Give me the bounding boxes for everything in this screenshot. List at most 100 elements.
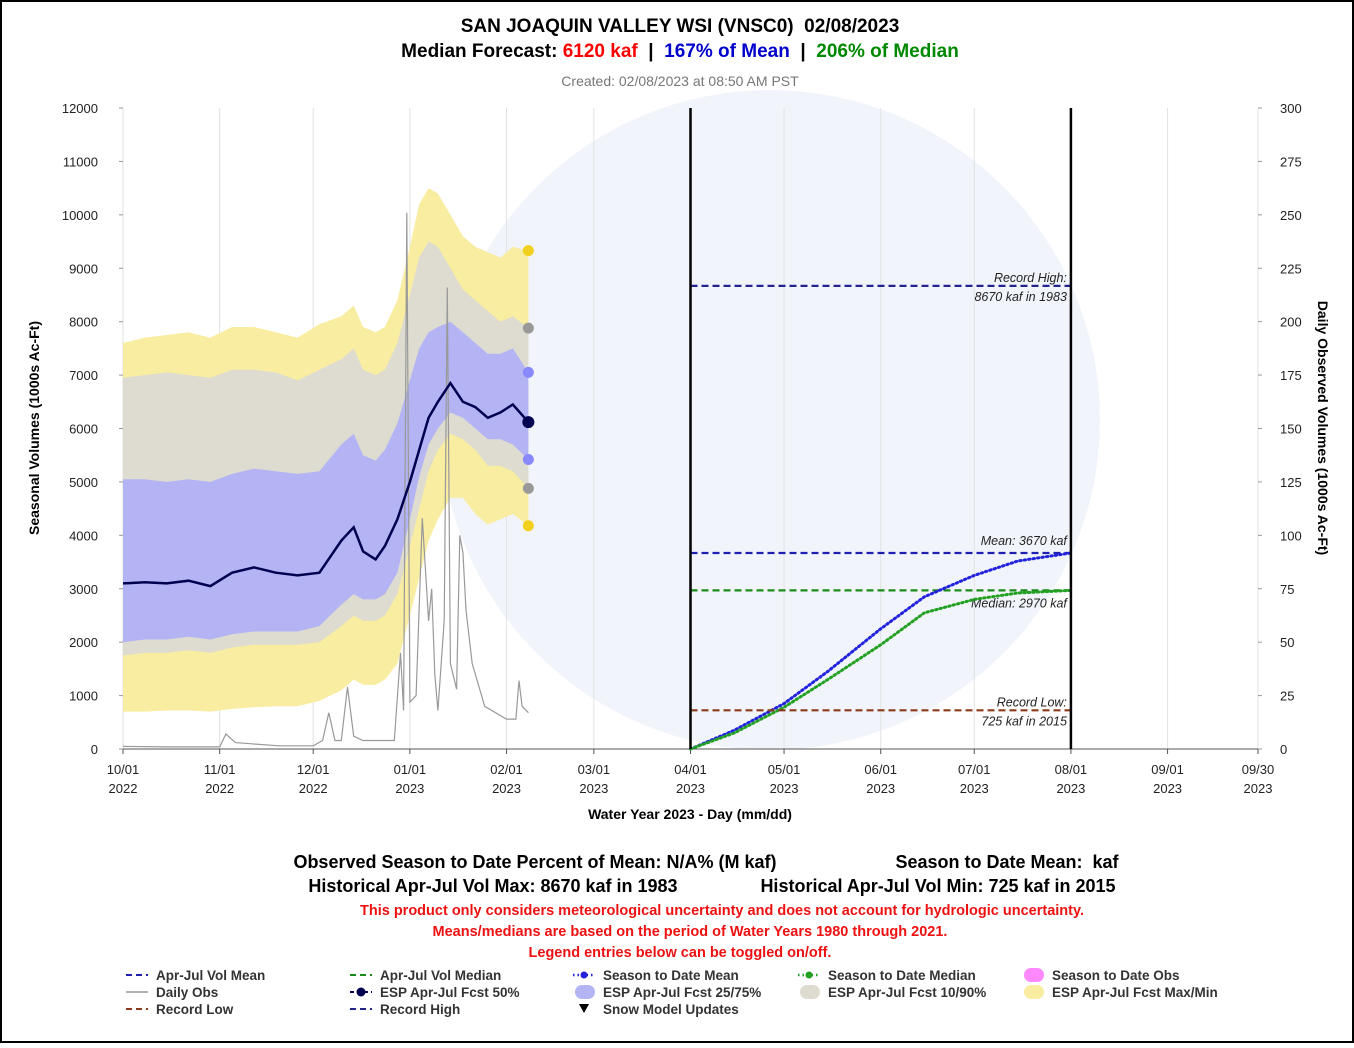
- stat-text: Historical Apr-Jul Vol Min: 725 kaf in 2…: [760, 876, 1115, 896]
- legend-item[interactable]: Apr-Jul Vol Median: [350, 968, 501, 983]
- legend-swatch: [800, 985, 820, 999]
- x-tick-label: 11/01 2022: [204, 762, 236, 796]
- legend-label[interactable]: Snow Model Updates: [603, 1002, 739, 1017]
- series-line: [689, 588, 1073, 751]
- chart-title: SAN JOAQUIN VALLEY WSI (VNSC0) 02/08/202…: [461, 16, 900, 37]
- end-dot: [522, 245, 534, 257]
- legend-label[interactable]: Daily Obs: [156, 985, 218, 1000]
- legend-item[interactable]: ESP Apr-Jul Fcst 50%: [350, 985, 520, 1000]
- y-tick-label: 4000: [69, 528, 98, 543]
- legend-swatch: [575, 985, 595, 999]
- legend-item[interactable]: ESP Apr-Jul Fcst Max/Min: [1024, 985, 1218, 1000]
- y-axis-label: Seasonal Volumes (1000s Ac-Ft): [26, 321, 42, 535]
- series-line: [122, 212, 529, 748]
- y2-tick-label: 100: [1280, 528, 1302, 543]
- chart-subtitle: Median Forecast: 6120 kaf | 167% of Mean…: [401, 41, 959, 62]
- x-tick-label: 07/01 2023: [958, 762, 991, 796]
- y2-tick-label: 175: [1280, 368, 1302, 383]
- y-tick-label: 12000: [62, 101, 98, 116]
- legend-item[interactable]: Season to Date Mean: [573, 968, 739, 983]
- legend-item[interactable]: ESP Apr-Jul Fcst 25/75%: [575, 985, 761, 1000]
- x-tick-label: 09/01 2023: [1151, 762, 1184, 796]
- y-tick-label: 6000: [69, 422, 98, 437]
- band: [123, 321, 529, 643]
- legend-label[interactable]: Season to Date Obs: [1052, 968, 1180, 983]
- line-annotation: Mean: 3670 kaf: [981, 534, 1069, 548]
- y2-tick-label: 225: [1280, 261, 1302, 276]
- legend-label[interactable]: Season to Date Mean: [603, 968, 739, 983]
- legend-label[interactable]: ESP Apr-Jul Fcst 10/90%: [828, 985, 986, 1000]
- y-tick-label: 11000: [63, 154, 98, 169]
- line-annotation: Median: 2970 kaf: [971, 596, 1068, 610]
- y2-tick-label: 200: [1280, 315, 1302, 330]
- y2-tick-label: 50: [1280, 635, 1294, 650]
- legend-label[interactable]: Apr-Jul Vol Median: [380, 968, 501, 983]
- x-tick-label: 03/01 2023: [578, 762, 611, 796]
- subtitle-part: |: [790, 41, 816, 62]
- x-tick-label: 01/01 2023: [394, 762, 427, 796]
- watermark: [440, 90, 1100, 750]
- subtitle-part: |: [638, 41, 664, 62]
- series-line: [122, 380, 530, 588]
- x-tick-label: 09/30 2023: [1242, 762, 1275, 796]
- subtitle-part: 206% of Median: [816, 41, 959, 62]
- x-tick-label: 05/01 2023: [768, 762, 801, 796]
- legend-item[interactable]: Season to Date Obs: [1024, 968, 1180, 983]
- legend-swatch: [580, 971, 588, 979]
- end-dot: [522, 520, 534, 532]
- y-tick-label: 3000: [69, 582, 98, 597]
- y2-tick-label: 300: [1280, 101, 1302, 116]
- stat-text: Season to Date Mean: kaf: [895, 852, 1119, 872]
- x-tick-label: 02/01 2023: [490, 762, 523, 796]
- subtitle-part: Median Forecast:: [401, 41, 563, 62]
- x-axis-label: Water Year 2023 - Day (mm/dd): [588, 806, 792, 822]
- legend-item[interactable]: Snow Model Updates: [579, 1002, 739, 1017]
- y2-tick-label: 125: [1280, 475, 1302, 490]
- legend-label[interactable]: Record High: [380, 1002, 460, 1017]
- stat-text: Observed Season to Date Percent of Mean:…: [293, 852, 776, 872]
- subtitle-part: 6120 kaf: [563, 41, 639, 62]
- y-tick-label: 7000: [69, 368, 98, 383]
- subtitle-part: 167% of Mean: [664, 41, 790, 62]
- legend-label[interactable]: ESP Apr-Jul Fcst Max/Min: [1052, 985, 1218, 1000]
- note-text: Means/medians are based on the period of…: [433, 924, 948, 940]
- legend-item[interactable]: Record High: [350, 1002, 460, 1017]
- note-text: Legend entries below can be toggled on/o…: [529, 945, 832, 961]
- legend-item[interactable]: Record Low: [126, 1002, 234, 1017]
- x-tick-label: 08/01 2023: [1055, 762, 1088, 796]
- legend-swatch: [579, 1004, 589, 1013]
- legend-label[interactable]: Apr-Jul Vol Mean: [156, 968, 265, 983]
- end-dot: [522, 482, 534, 494]
- legend-label[interactable]: Season to Date Median: [828, 968, 976, 983]
- y-tick-label: 10000: [62, 208, 98, 223]
- y-tick-label: 2000: [69, 635, 98, 650]
- legend-swatch: [1024, 968, 1044, 982]
- legend-label[interactable]: Record Low: [156, 1002, 234, 1017]
- end-dot: [522, 322, 534, 334]
- legend-label[interactable]: ESP Apr-Jul Fcst 25/75%: [603, 985, 761, 1000]
- line-annotation: 725 kaf in 2015: [981, 714, 1067, 728]
- note-text: This product only considers meteorologic…: [360, 903, 1084, 919]
- legend-item[interactable]: Daily Obs: [126, 985, 218, 1000]
- legend-item[interactable]: Season to Date Median: [798, 968, 976, 983]
- end-dot: [522, 453, 534, 465]
- end-dot: [522, 416, 535, 429]
- line-annotation: 8670 kaf in 1983: [974, 290, 1066, 304]
- y2-tick-label: 250: [1280, 208, 1302, 223]
- y-tick-label: 1000: [69, 689, 98, 704]
- legend-item[interactable]: ESP Apr-Jul Fcst 10/90%: [800, 985, 986, 1000]
- x-tick-label: 04/01 2023: [674, 762, 707, 796]
- legend-swatch: [805, 971, 813, 979]
- legend-swatch: [356, 987, 366, 997]
- x-tick-label: 12/01 2022: [297, 762, 330, 796]
- legend-label[interactable]: ESP Apr-Jul Fcst 50%: [380, 985, 520, 1000]
- y-tick-label: 5000: [69, 475, 98, 490]
- line-annotation: Record Low:: [997, 695, 1067, 709]
- legend-item[interactable]: Apr-Jul Vol Mean: [126, 968, 265, 983]
- series-line: [689, 551, 1073, 751]
- y2-tick-label: 75: [1280, 582, 1294, 597]
- y2-axis-label: Daily Observed Volumes (1000s Ac-Ft): [1315, 301, 1331, 555]
- x-tick-label: 06/01 2023: [864, 762, 897, 796]
